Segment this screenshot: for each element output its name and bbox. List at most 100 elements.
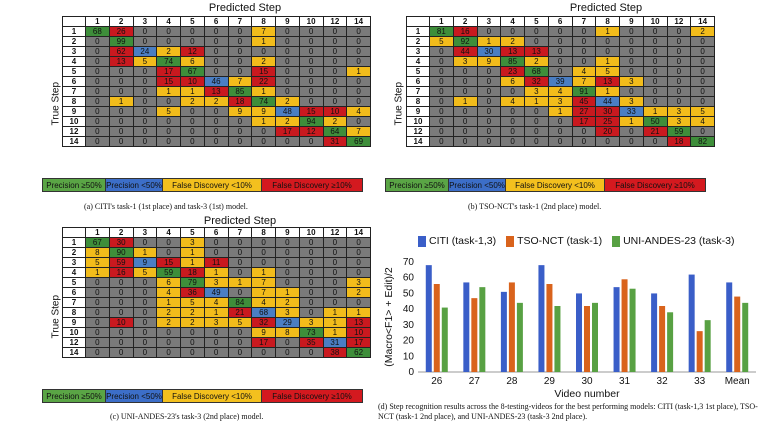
legend-a: Precision ≥50% Precision <50% False Disc… <box>42 178 363 192</box>
bar-tso <box>584 306 590 372</box>
matrix-cell: 0 <box>156 347 181 358</box>
legend-b: Precision ≥50% Precision <50% False Disc… <box>385 178 706 192</box>
x-tick-label: 32 <box>657 376 669 387</box>
caption-d: (d) Step recognition results across the … <box>378 402 758 421</box>
matrix-row: 6 0 0 0 4 36 49 0 7 1 0 0 2 <box>62 287 371 298</box>
matrix-row: 2 0 99 0 0 0 0 0 1 0 0 0 0 <box>62 36 371 47</box>
y-tick-label: 10 <box>403 351 415 362</box>
bar-uni <box>667 312 674 372</box>
matrix-row: 12 0 0 0 0 0 0 0 20 0 21 59 0 <box>406 126 715 137</box>
matrix-row: 14 0 0 0 0 0 0 0 0 0 0 18 82 <box>406 136 715 147</box>
matrix-row: 1 67 30 0 0 3 0 0 0 0 0 0 0 <box>62 237 371 248</box>
matrix-row: 8 0 0 0 2 2 1 21 68 3 0 1 1 <box>62 307 371 318</box>
x-tick-label: 29 <box>544 376 556 387</box>
matrix-cell: 0 <box>180 136 205 147</box>
matrix-cell: 0 <box>132 136 158 147</box>
matrix-cell: 82 <box>690 136 715 147</box>
matrix-row: 7 0 0 0 1 5 4 84 4 2 0 0 0 <box>62 297 371 308</box>
x-tick-label: Mean <box>725 376 750 387</box>
legend-precision-high: Precision ≥50% <box>42 389 106 403</box>
matrix-row: 10 0 0 0 0 0 0 0 9 8 73 1 10 <box>62 327 371 338</box>
x-tick-label: 31 <box>619 376 631 387</box>
matrix-cell: 0 <box>227 136 253 147</box>
matrix-row: 3 0 44 30 13 13 0 0 0 0 0 0 0 <box>406 46 715 57</box>
bar-uni <box>704 320 711 372</box>
matrix-row: 12 0 0 0 0 0 0 0 17 0 35 31 17 <box>62 337 371 348</box>
matrix-cell: 0 <box>524 136 549 147</box>
matrix-row: 8 0 1 0 0 2 2 18 74 2 0 0 0 <box>62 96 371 107</box>
x-tick-label: 26 <box>431 376 443 387</box>
matrix-c-title: Predicted Step <box>203 215 277 227</box>
bar-citi <box>576 293 582 372</box>
caption-a: (a) CITI's task-1 (1st place) and task-3… <box>84 202 248 211</box>
y-tick-label: 0 <box>408 367 414 378</box>
bar-tso <box>621 279 628 372</box>
y-axis-label: (Macro<F1> + Edit)/2 <box>383 267 395 367</box>
legend-uni: UNI-ANDES-23 (task-3) <box>623 235 735 247</box>
confusion-matrix-b: 1 2 3 4 5 6 7 8 9 10 12 14 1 81 16 0 0 0 0 0 1 0 0 0 2 2 5 92 1 2 0 0 0 0… <box>406 16 715 147</box>
matrix-cell: 0 <box>156 136 181 147</box>
legend-swatch-citi <box>418 235 426 247</box>
legend-precision-low: Precision <50% <box>105 389 163 403</box>
matrix-cell: 0 <box>571 136 597 147</box>
bar-uni <box>629 288 636 372</box>
legend-fd-high: False Discovery ≥10% <box>261 389 363 403</box>
bar-citi <box>463 282 470 372</box>
bar-citi <box>613 287 620 372</box>
matrix-cell: 0 <box>108 136 134 147</box>
x-tick-label: 33 <box>694 376 706 387</box>
matrix-cell: 0 <box>132 347 158 358</box>
legend-fd-low: False Discovery <10% <box>505 178 605 192</box>
legend-precision-high: Precision ≥50% <box>385 178 449 192</box>
legend-fd-low: False Discovery <10% <box>162 389 262 403</box>
matrix-row: 5 0 0 0 23 68 0 4 5 0 0 0 0 <box>406 66 715 77</box>
matrix-row: 4 0 3 9 85 2 0 0 1 0 0 0 0 <box>406 56 715 67</box>
matrix-cell: 0 <box>500 136 525 147</box>
bar-tso <box>471 298 478 372</box>
matrix-row: 1 68 26 0 0 0 0 0 7 0 0 0 0 <box>62 26 371 37</box>
legend-swatch-uni <box>612 235 621 247</box>
y-tick-label: 40 <box>403 304 415 315</box>
bar-citi <box>500 291 507 372</box>
bar-tso <box>508 282 515 372</box>
y-tick-label: 70 <box>403 257 415 268</box>
matrix-a-title: Predicted Step <box>208 2 282 14</box>
bar-uni <box>592 302 598 372</box>
matrix-b-title: Predicted Step <box>569 2 643 14</box>
bar-citi <box>538 265 545 372</box>
matrix-cell: 0 <box>180 347 205 358</box>
caption-c: (c) UNI-ANDES-23's task-3 (2nd place) mo… <box>110 412 264 421</box>
y-tick-label: 20 <box>403 336 415 347</box>
row-header: 14 <box>62 136 86 147</box>
bar-citi <box>425 265 432 372</box>
legend-tso: TSO-NCT (task-1) <box>517 235 603 247</box>
matrix-row: 8 0 1 0 4 1 3 45 44 3 0 0 0 <box>406 96 715 107</box>
bar-tso <box>734 296 741 372</box>
matrix-row: 2 8 90 1 0 1 0 0 0 0 0 0 0 <box>62 247 371 258</box>
bar-uni <box>516 302 523 372</box>
row-header: 14 <box>406 136 430 147</box>
x-tick-label: 28 <box>506 376 518 387</box>
bar-uni <box>742 302 749 372</box>
bar-citi <box>688 274 695 372</box>
bar-tso <box>546 284 553 372</box>
matrix-cell: 0 <box>108 347 134 358</box>
bar-uni <box>441 307 448 372</box>
legend-citi: CITI (task-1,3) <box>429 235 497 247</box>
matrix-cell: 18 <box>666 136 692 147</box>
y-tick-label: 60 <box>403 273 415 284</box>
matrix-cell: 0 <box>227 347 253 358</box>
matrix-row: 9 0 0 0 5 0 0 9 9 48 15 10 4 <box>62 106 371 117</box>
matrix-cell: 69 <box>346 136 371 147</box>
matrix-cell: 0 <box>203 136 229 147</box>
matrix-cell: 0 <box>619 136 644 147</box>
matrix-row: 6 0 0 0 15 10 46 7 22 0 0 0 0 <box>62 76 371 87</box>
matrix-cell: 0 <box>203 347 229 358</box>
legend-swatch-tso <box>506 235 515 247</box>
y-tick-label: 50 <box>403 288 415 299</box>
x-axis-label: Video number <box>554 388 620 400</box>
bar-uni <box>479 287 486 372</box>
matrix-header-row: 1 2 3 4 5 6 7 8 9 10 12 14 <box>62 227 371 238</box>
legend-fd-high: False Discovery ≥10% <box>261 178 363 192</box>
